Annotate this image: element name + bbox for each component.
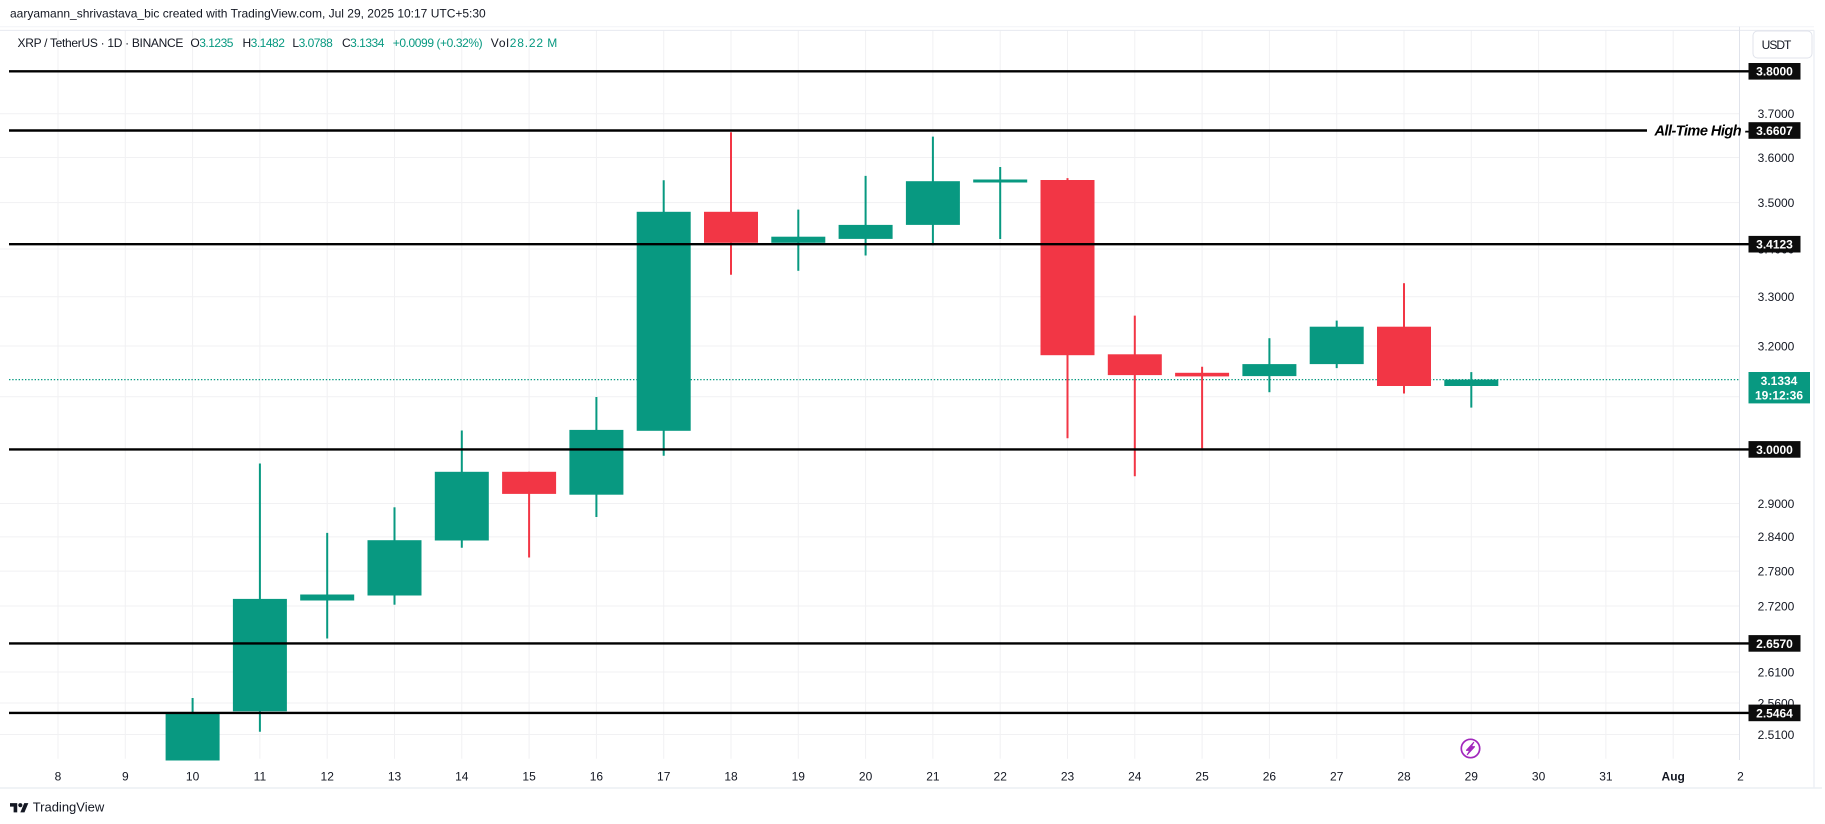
- svg-text:10: 10: [186, 769, 200, 783]
- svg-text:O3.1235: O3.1235: [190, 36, 233, 50]
- svg-text:TradingView: TradingView: [33, 799, 105, 814]
- svg-text:3.5000: 3.5000: [1758, 196, 1795, 210]
- svg-text:2.5100: 2.5100: [1758, 728, 1795, 742]
- svg-text:23: 23: [1061, 769, 1075, 783]
- svg-text:3.7000: 3.7000: [1758, 107, 1795, 121]
- svg-text:20: 20: [859, 769, 873, 783]
- svg-text:12: 12: [321, 769, 335, 783]
- svg-text:18: 18: [724, 769, 738, 783]
- svg-text:Aug: Aug: [1662, 769, 1685, 783]
- svg-text:2: 2: [1737, 769, 1744, 783]
- svg-text:19: 19: [792, 769, 806, 783]
- svg-text:3.3000: 3.3000: [1758, 290, 1795, 304]
- svg-text:2.6570: 2.6570: [1756, 637, 1793, 651]
- svg-text:3.6607: 3.6607: [1756, 124, 1793, 138]
- svg-text:2.5464: 2.5464: [1756, 706, 1793, 720]
- svg-text:22: 22: [994, 769, 1008, 783]
- svg-text:21: 21: [926, 769, 940, 783]
- svg-text:3.0000: 3.0000: [1756, 443, 1793, 457]
- svg-text:C3.1334: C3.1334: [342, 36, 385, 50]
- svg-text:16: 16: [590, 769, 604, 783]
- svg-text:17: 17: [657, 769, 671, 783]
- svg-text:M: M: [547, 36, 557, 50]
- svg-text:9: 9: [122, 769, 129, 783]
- svg-text:14: 14: [455, 769, 469, 783]
- svg-text:30: 30: [1532, 769, 1546, 783]
- svg-text:2.7800: 2.7800: [1758, 564, 1795, 578]
- svg-text:8: 8: [55, 769, 62, 783]
- svg-text:3.1334: 3.1334: [1761, 374, 1798, 388]
- svg-text:15: 15: [522, 769, 536, 783]
- svg-text:3.8000: 3.8000: [1756, 65, 1793, 79]
- svg-text:2.6100: 2.6100: [1758, 665, 1795, 679]
- svg-text:3.6000: 3.6000: [1758, 151, 1795, 165]
- svg-text:All-Time High -: All-Time High -: [1653, 124, 1749, 140]
- svg-text:3.4123: 3.4123: [1756, 238, 1793, 252]
- svg-text:XRP / TetherUS · 1D · BINANCE: XRP / TetherUS · 1D · BINANCE: [18, 36, 184, 50]
- svg-text:29: 29: [1465, 769, 1479, 783]
- svg-text:19:12:36: 19:12:36: [1755, 389, 1803, 403]
- svg-text:13: 13: [388, 769, 402, 783]
- svg-text:25: 25: [1195, 769, 1209, 783]
- svg-text:27: 27: [1330, 769, 1344, 783]
- svg-text:Vol28.22: Vol28.22: [491, 36, 544, 50]
- svg-text:aaryamann_shrivastava_bic crea: aaryamann_shrivastava_bic created with T…: [10, 6, 486, 20]
- svg-text:3.2000: 3.2000: [1758, 339, 1795, 353]
- svg-text:2.8400: 2.8400: [1758, 530, 1795, 544]
- svg-text:2.9000: 2.9000: [1758, 497, 1795, 511]
- svg-text:USDT: USDT: [1762, 38, 1792, 52]
- svg-text:24: 24: [1128, 769, 1142, 783]
- svg-text:2.7200: 2.7200: [1758, 599, 1795, 613]
- svg-text:+0.0099 (+0.32%): +0.0099 (+0.32%): [393, 36, 483, 50]
- svg-text:11: 11: [254, 769, 267, 783]
- svg-text:L3.0788: L3.0788: [292, 36, 333, 50]
- svg-text:26: 26: [1263, 769, 1277, 783]
- svg-text:28: 28: [1397, 769, 1411, 783]
- svg-text:H3.1482: H3.1482: [243, 36, 286, 50]
- svg-text:31: 31: [1599, 769, 1613, 783]
